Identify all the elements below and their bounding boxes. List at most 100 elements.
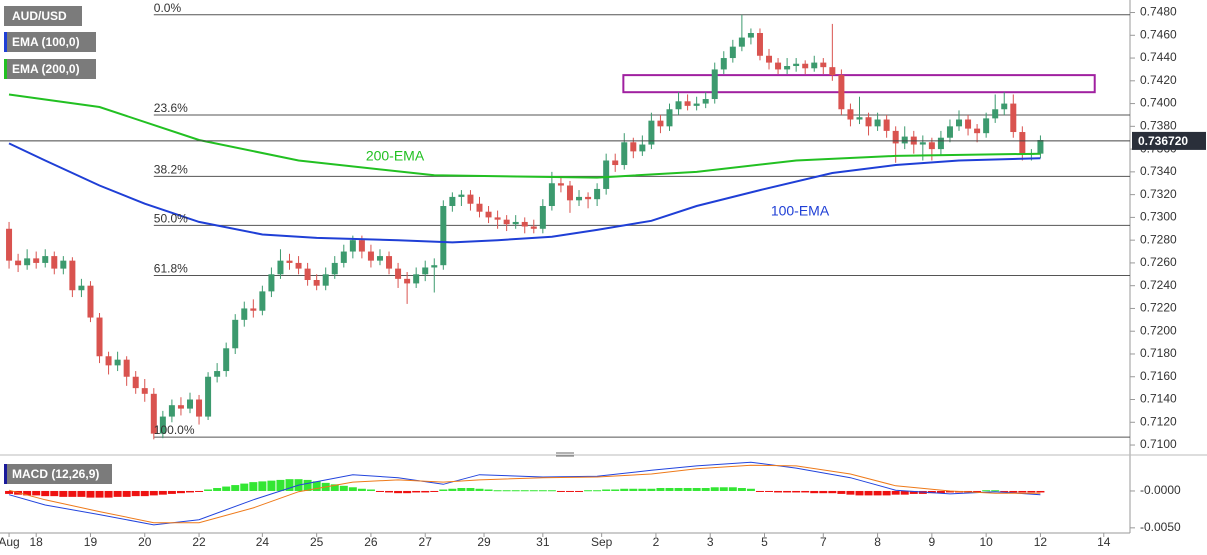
histogram-bar xyxy=(927,490,936,494)
histogram-bar xyxy=(403,490,412,494)
candle-body xyxy=(159,416,166,434)
histogram-bar xyxy=(556,490,565,492)
last-price-box xyxy=(1132,131,1206,150)
candle-body xyxy=(1010,103,1017,133)
histogram-bar xyxy=(131,490,140,497)
histogram-bar xyxy=(611,489,620,491)
histogram-bar xyxy=(240,483,249,491)
histogram-bar xyxy=(213,488,222,491)
histogram-bar xyxy=(1009,490,1018,493)
candle-body xyxy=(395,268,402,279)
candle-body xyxy=(820,62,827,68)
histogram-bar xyxy=(366,489,375,491)
histogram-bar xyxy=(493,490,502,492)
candle-body xyxy=(1001,103,1008,110)
histogram-bar xyxy=(249,482,258,491)
y-tick-label: -0.0000 xyxy=(1140,483,1181,497)
histogram-bar xyxy=(303,479,312,491)
candle-body xyxy=(24,258,31,266)
histogram-bar xyxy=(810,490,819,494)
candle-body xyxy=(87,285,94,318)
candle-body xyxy=(594,188,601,200)
histogram-bar xyxy=(584,490,593,492)
x-tick-label: 31 xyxy=(536,535,550,549)
candle-body xyxy=(675,101,682,110)
x-tick-label: 19 xyxy=(84,535,98,549)
histogram-bar xyxy=(692,488,701,491)
candle-body xyxy=(865,117,872,127)
candle-body xyxy=(141,388,148,394)
candle-body xyxy=(657,120,664,127)
histogram-bar xyxy=(620,488,629,491)
histogram-bar xyxy=(701,488,710,491)
last-price-label: 0.736720 xyxy=(1138,134,1188,148)
histogram-bar xyxy=(565,490,574,492)
histogram-bar xyxy=(41,490,50,497)
candle-body xyxy=(277,260,284,275)
legend-box xyxy=(4,6,82,26)
candle-body xyxy=(666,109,673,127)
candle-body xyxy=(196,399,203,417)
y-tick-label: 0.7120 xyxy=(1140,414,1177,428)
histogram-bar xyxy=(448,488,457,491)
candle-body xyxy=(956,119,963,127)
x-tick-label: 9 xyxy=(929,535,936,549)
y-tick-label: 0.7340 xyxy=(1140,164,1177,178)
candle-body xyxy=(467,194,474,204)
x-tick-label: 3 xyxy=(707,535,714,549)
histogram-bar xyxy=(909,490,918,494)
candle-body xyxy=(530,226,537,229)
x-tick-label: 27 xyxy=(419,535,433,549)
candle-body xyxy=(892,130,899,144)
macd-line xyxy=(8,464,1041,524)
series-annotation: 200-EMA xyxy=(366,148,425,164)
histogram-bar xyxy=(737,488,746,491)
candle-body xyxy=(331,262,338,275)
legend-text: AUD/USD xyxy=(12,9,67,23)
candle-body xyxy=(684,101,691,106)
histogram-bar xyxy=(158,490,167,495)
histogram-bar xyxy=(77,490,86,497)
histogram-bar xyxy=(991,490,1000,492)
histogram-bar xyxy=(95,490,104,498)
candle-body xyxy=(512,221,519,225)
fib-label: 23.6% xyxy=(154,101,188,115)
histogram-bar xyxy=(575,490,584,492)
histogram-bar xyxy=(222,486,231,491)
x-tick-label: 18 xyxy=(30,535,44,549)
legend-text: EMA (100,0) xyxy=(12,35,80,49)
x-tick-label: 24 xyxy=(256,535,270,549)
histogram-bar xyxy=(936,490,945,494)
candle-body xyxy=(322,274,329,286)
x-tick-label: 2 xyxy=(653,535,660,549)
candle-body xyxy=(485,211,492,218)
candle-body xyxy=(1037,139,1044,154)
candle-body xyxy=(965,119,972,129)
candle-body xyxy=(747,33,754,38)
candle-body xyxy=(521,221,528,227)
y-tick-label: 0.7220 xyxy=(1140,301,1177,315)
histogram-bar xyxy=(728,487,737,491)
histogram-bar xyxy=(385,490,394,493)
candle-body xyxy=(241,308,248,320)
histogram-bar xyxy=(375,490,384,492)
y-tick-label: -0.0050 xyxy=(1140,520,1181,534)
x-tick-label: 25 xyxy=(310,535,324,549)
candle-body xyxy=(992,109,999,119)
candle-body xyxy=(901,136,908,144)
candle-body xyxy=(919,142,926,145)
candle-body xyxy=(928,142,935,150)
histogram-bar xyxy=(140,490,149,497)
fib-label: 50.0% xyxy=(154,212,188,226)
histogram-bar xyxy=(50,490,59,497)
x-tick-label: Aug xyxy=(0,535,20,549)
candle-body xyxy=(60,260,67,269)
candle-body xyxy=(449,196,456,207)
y-tick-label: 0.7100 xyxy=(1140,437,1177,451)
candle-body xyxy=(349,240,356,252)
histogram-bar xyxy=(5,490,14,494)
x-tick-label: 8 xyxy=(874,535,881,549)
candle-body xyxy=(847,109,854,120)
fib-label: 38.2% xyxy=(154,163,188,177)
candle-body xyxy=(1019,132,1026,155)
